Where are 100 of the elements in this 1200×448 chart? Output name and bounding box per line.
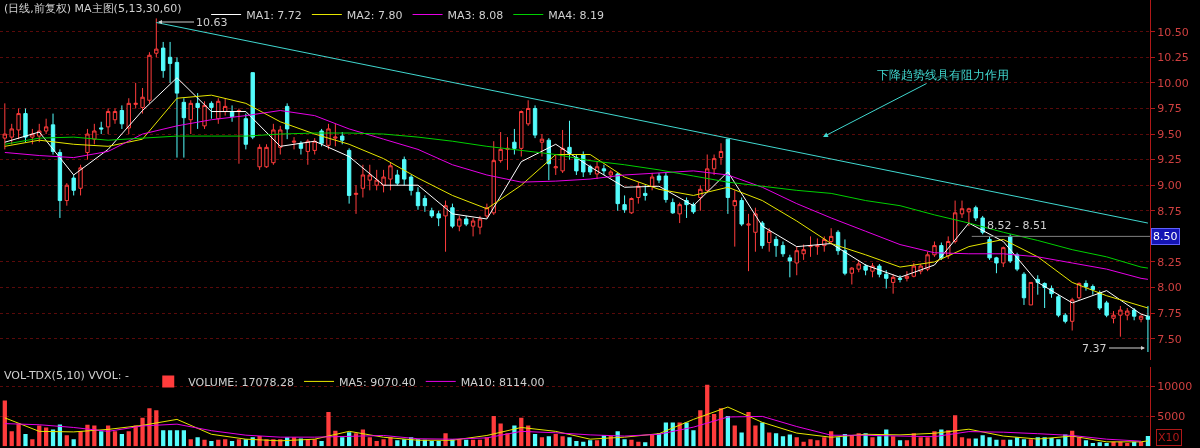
candlestick (1111, 310, 1116, 324)
candlestick (209, 100, 214, 120)
bar (167, 430, 173, 447)
bar (181, 430, 186, 447)
candlestick (161, 41, 166, 79)
candlestick (271, 123, 276, 166)
bar (553, 434, 558, 447)
candlestick (725, 138, 731, 215)
candlestick (360, 164, 366, 198)
bar (23, 434, 28, 447)
bar (112, 431, 118, 447)
bar (767, 432, 772, 447)
candlestick (849, 266, 855, 285)
y-tick-label: 8.25 (1157, 255, 1182, 269)
line-series (4, 110, 1149, 280)
bar (643, 442, 648, 447)
line-series (4, 415, 1142, 442)
candlestick (622, 194, 627, 214)
bar (326, 412, 331, 447)
bar (1021, 439, 1027, 447)
y-tick-label: 9.75 (1157, 102, 1182, 116)
bar (794, 437, 799, 447)
y-tick-label: 10.25 (1157, 51, 1189, 65)
candlestick (539, 133, 545, 158)
candlestick (374, 169, 379, 191)
candlestick (815, 237, 820, 256)
candlestick (167, 41, 173, 84)
candlestick (1131, 307, 1137, 321)
bar (374, 441, 379, 447)
bar (588, 440, 593, 447)
candlestick (732, 189, 737, 248)
candlestick (567, 120, 572, 161)
bar (904, 440, 910, 447)
candlestick (780, 240, 786, 258)
candlestick (505, 136, 510, 171)
candlestick (402, 156, 407, 186)
bar (1125, 443, 1130, 447)
candlestick (1063, 312, 1068, 324)
bar (195, 437, 200, 447)
bar (1056, 439, 1061, 447)
bar (161, 430, 166, 447)
bar (1104, 443, 1109, 447)
bar (2, 400, 7, 447)
candlestick (773, 235, 779, 258)
candlestick (78, 164, 83, 196)
candlestick (1001, 246, 1006, 268)
line-series (4, 406, 1149, 443)
candlestick (994, 256, 999, 274)
bar (753, 425, 758, 447)
bar (209, 441, 214, 447)
candlestick (16, 107, 21, 140)
candlestick (436, 210, 441, 227)
candlestick (23, 107, 28, 143)
bar (870, 437, 875, 447)
candlestick (30, 128, 35, 145)
candlestick (739, 196, 744, 227)
legend-label: MA3: 8.08 (447, 8, 504, 22)
bar (760, 422, 765, 447)
bar (126, 431, 131, 447)
line-series (4, 132, 1149, 269)
bar (567, 437, 572, 447)
y-tick-label: 9.25 (1157, 153, 1182, 167)
candlestick (346, 147, 352, 205)
candlestick (615, 172, 620, 212)
bar (629, 439, 634, 447)
candlestick (133, 82, 138, 109)
bar (574, 441, 579, 447)
bar (560, 436, 565, 447)
candlestick (519, 110, 524, 158)
bar (546, 436, 551, 447)
candlestick (126, 97, 131, 135)
candlestick (305, 138, 310, 166)
candlestick (381, 169, 386, 193)
candlestick (291, 136, 297, 150)
candlestick (608, 169, 613, 179)
candlestick (663, 172, 669, 204)
candlestick (856, 259, 861, 273)
bar (64, 435, 69, 447)
y-tick-label: 8.00 (1157, 281, 1182, 295)
bar (815, 440, 820, 447)
bar (395, 440, 400, 447)
bar (808, 439, 813, 447)
candlestick (174, 56, 180, 159)
bar (739, 432, 744, 447)
bar (429, 441, 434, 447)
bar (147, 408, 152, 447)
candlestick (532, 104, 538, 139)
bar (319, 441, 324, 447)
bar (223, 439, 228, 447)
candlestick (147, 51, 152, 104)
candlestick (181, 97, 187, 159)
y-tick-label: 7.50 (1157, 332, 1182, 346)
candlestick (92, 123, 97, 145)
candlestick (897, 274, 903, 283)
candlestick (890, 273, 896, 295)
legend-label: MA10: 8114.00 (460, 375, 545, 389)
candlestick (388, 162, 393, 191)
bar (1097, 442, 1102, 447)
bar (44, 427, 49, 447)
bar (236, 439, 242, 447)
